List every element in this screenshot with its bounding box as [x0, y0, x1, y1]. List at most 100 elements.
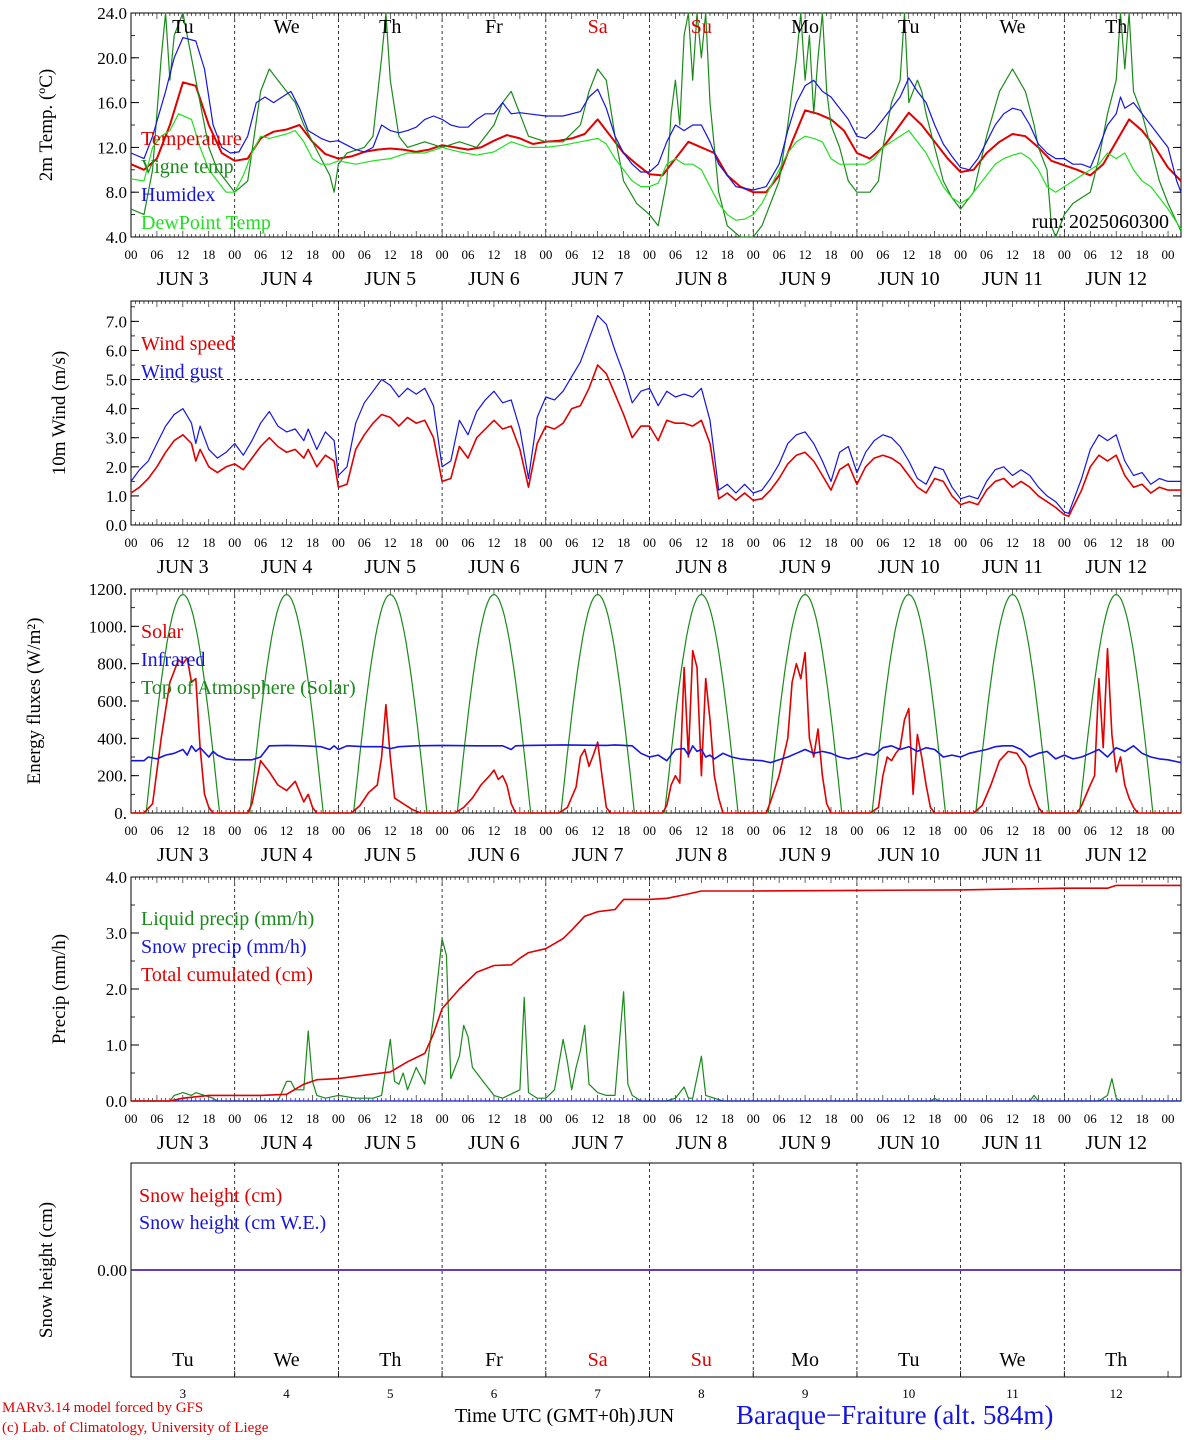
hour-tick-label: 06: [254, 823, 268, 838]
hour-tick-label: 06: [150, 1111, 164, 1126]
series-dewpoint-temp: [130, 113, 1182, 230]
weekday-label: We: [273, 16, 299, 38]
hour-tick-label: 12: [799, 823, 812, 838]
hour-tick-label: 00: [850, 247, 863, 262]
weekday-label: Tu: [172, 16, 194, 38]
y-tick-label: 8.0: [106, 183, 127, 202]
hour-tick-label: 12: [1110, 823, 1123, 838]
hour-tick-label: 06: [980, 823, 994, 838]
hour-tick-label: 00: [228, 823, 241, 838]
date-label: JUN 9: [779, 1132, 831, 1154]
hour-tick-label: 06: [254, 247, 268, 262]
hour-tick-label: 18: [928, 535, 941, 550]
panel-3: 0. 200. 400. 600. 800. 1000. 1200. Energy fluxe…: [24, 580, 1182, 866]
hour-tick-label: 06: [254, 535, 268, 550]
hour-tick-label: 00: [1162, 823, 1175, 838]
date-label: JUN 4: [261, 268, 313, 290]
hour-tick-label: 00: [1162, 535, 1175, 550]
series-total-cumulated-cm: [131, 884, 1181, 1102]
hour-tick-label: 00: [643, 247, 656, 262]
y-axis-label: 10m Wind (m/s): [49, 351, 70, 476]
weekday-label: Sa: [588, 16, 608, 38]
hour-tick-label: 06: [773, 535, 787, 550]
date-label: JUN 6: [468, 268, 520, 290]
hour-tick-label: 06: [876, 247, 890, 262]
panel-1: 4.0 8.0 12.0 16.0 20.0 24.0 2m Temp. (ºC) Tempe…: [36, 4, 1182, 290]
hour-tick-label: 00: [125, 823, 138, 838]
legend-entry: DewPoint Temp: [141, 212, 271, 234]
hour-tick-label: 00: [436, 247, 449, 262]
date-label: JUN 9: [779, 844, 831, 866]
hour-tick-label: 12: [695, 823, 708, 838]
hour-tick-label: 12: [487, 247, 500, 262]
hour-tick-label: 00: [332, 1111, 345, 1126]
date-label: JUN 12: [1085, 1132, 1147, 1154]
hour-tick-label: 12: [1006, 1111, 1019, 1126]
legend-entry: Wind gust: [141, 361, 223, 383]
y-tick-label: 0.0: [106, 516, 127, 535]
day-number-label: 11: [1006, 1386, 1019, 1401]
hour-tick-label: 00: [539, 535, 552, 550]
hour-tick-label: 00: [747, 1111, 760, 1126]
plot-frame: [130, 300, 1182, 526]
y-tick-label: 6.0: [106, 341, 127, 360]
date-label: JUN 10: [878, 556, 940, 578]
plot-frame: [130, 12, 1182, 238]
hour-tick-label: 18: [617, 823, 630, 838]
y-tick-label: 600.: [97, 692, 127, 711]
hour-tick-label: 18: [617, 1111, 630, 1126]
legend-entry: Humidex: [141, 184, 215, 206]
y-tick-label: 200.: [97, 767, 127, 786]
hour-tick-label: 00: [954, 247, 967, 262]
date-label: JUN 3: [157, 1132, 209, 1154]
hour-tick-label: 18: [513, 823, 526, 838]
hour-tick-label: 12: [280, 823, 293, 838]
weekday-label: Su: [691, 16, 712, 38]
date-label: JUN 7: [572, 1132, 624, 1154]
day-number-label: 5: [387, 1386, 394, 1401]
date-label: JUN 10: [878, 1132, 940, 1154]
y-tick-label: 1000.: [89, 617, 127, 636]
weekday-label: We: [999, 16, 1025, 38]
hour-tick-label: 06: [773, 1111, 787, 1126]
hour-tick-label: 18: [825, 535, 838, 550]
hour-tick-label: 00: [643, 823, 656, 838]
hour-tick-label: 12: [1006, 823, 1019, 838]
hour-tick-label: 12: [384, 247, 397, 262]
date-label: JUN 11: [982, 556, 1043, 578]
weekday-label: Su: [691, 1349, 712, 1371]
hour-tick-label: 18: [721, 535, 734, 550]
y-tick-label: 4.0: [106, 400, 127, 419]
date-label: JUN 5: [364, 844, 416, 866]
day-number-label: 10: [902, 1386, 915, 1401]
series-solar: [131, 647, 1181, 814]
hour-tick-label: 00: [643, 1111, 656, 1126]
hour-tick-label: 06: [462, 823, 476, 838]
legend-entry: Snow height (cm): [139, 1185, 282, 1207]
y-tick-label: 16.0: [97, 94, 127, 113]
weekday-label: Th: [379, 16, 401, 38]
hour-tick-label: 00: [643, 535, 656, 550]
y-tick-label: 1.0: [106, 487, 127, 506]
day-number-label: 12: [1110, 1386, 1123, 1401]
y-tick-label: 20.0: [97, 49, 127, 68]
date-label: JUN 6: [468, 556, 520, 578]
hour-tick-label: 06: [876, 1111, 890, 1126]
hour-tick-label: 06: [565, 247, 579, 262]
hour-tick-label: 00: [850, 535, 863, 550]
date-label: JUN 11: [982, 844, 1043, 866]
series-infrared: [131, 744, 1182, 764]
station-name: Baraque−Fraiture (alt. 584m): [736, 1400, 1054, 1430]
hour-tick-label: 00: [1058, 535, 1071, 550]
hour-tick-label: 06: [462, 247, 476, 262]
hour-tick-label: 00: [332, 535, 345, 550]
hour-tick-label: 06: [980, 535, 994, 550]
date-label: JUN 7: [572, 844, 624, 866]
hour-tick-label: 12: [384, 823, 397, 838]
hour-tick-label: 12: [591, 247, 604, 262]
y-axis-label: Precip (mm/h): [49, 934, 70, 1044]
run-label: run: 2025060300: [1032, 211, 1169, 233]
hour-tick-label: 00: [436, 1111, 449, 1126]
date-label: JUN 12: [1085, 268, 1147, 290]
